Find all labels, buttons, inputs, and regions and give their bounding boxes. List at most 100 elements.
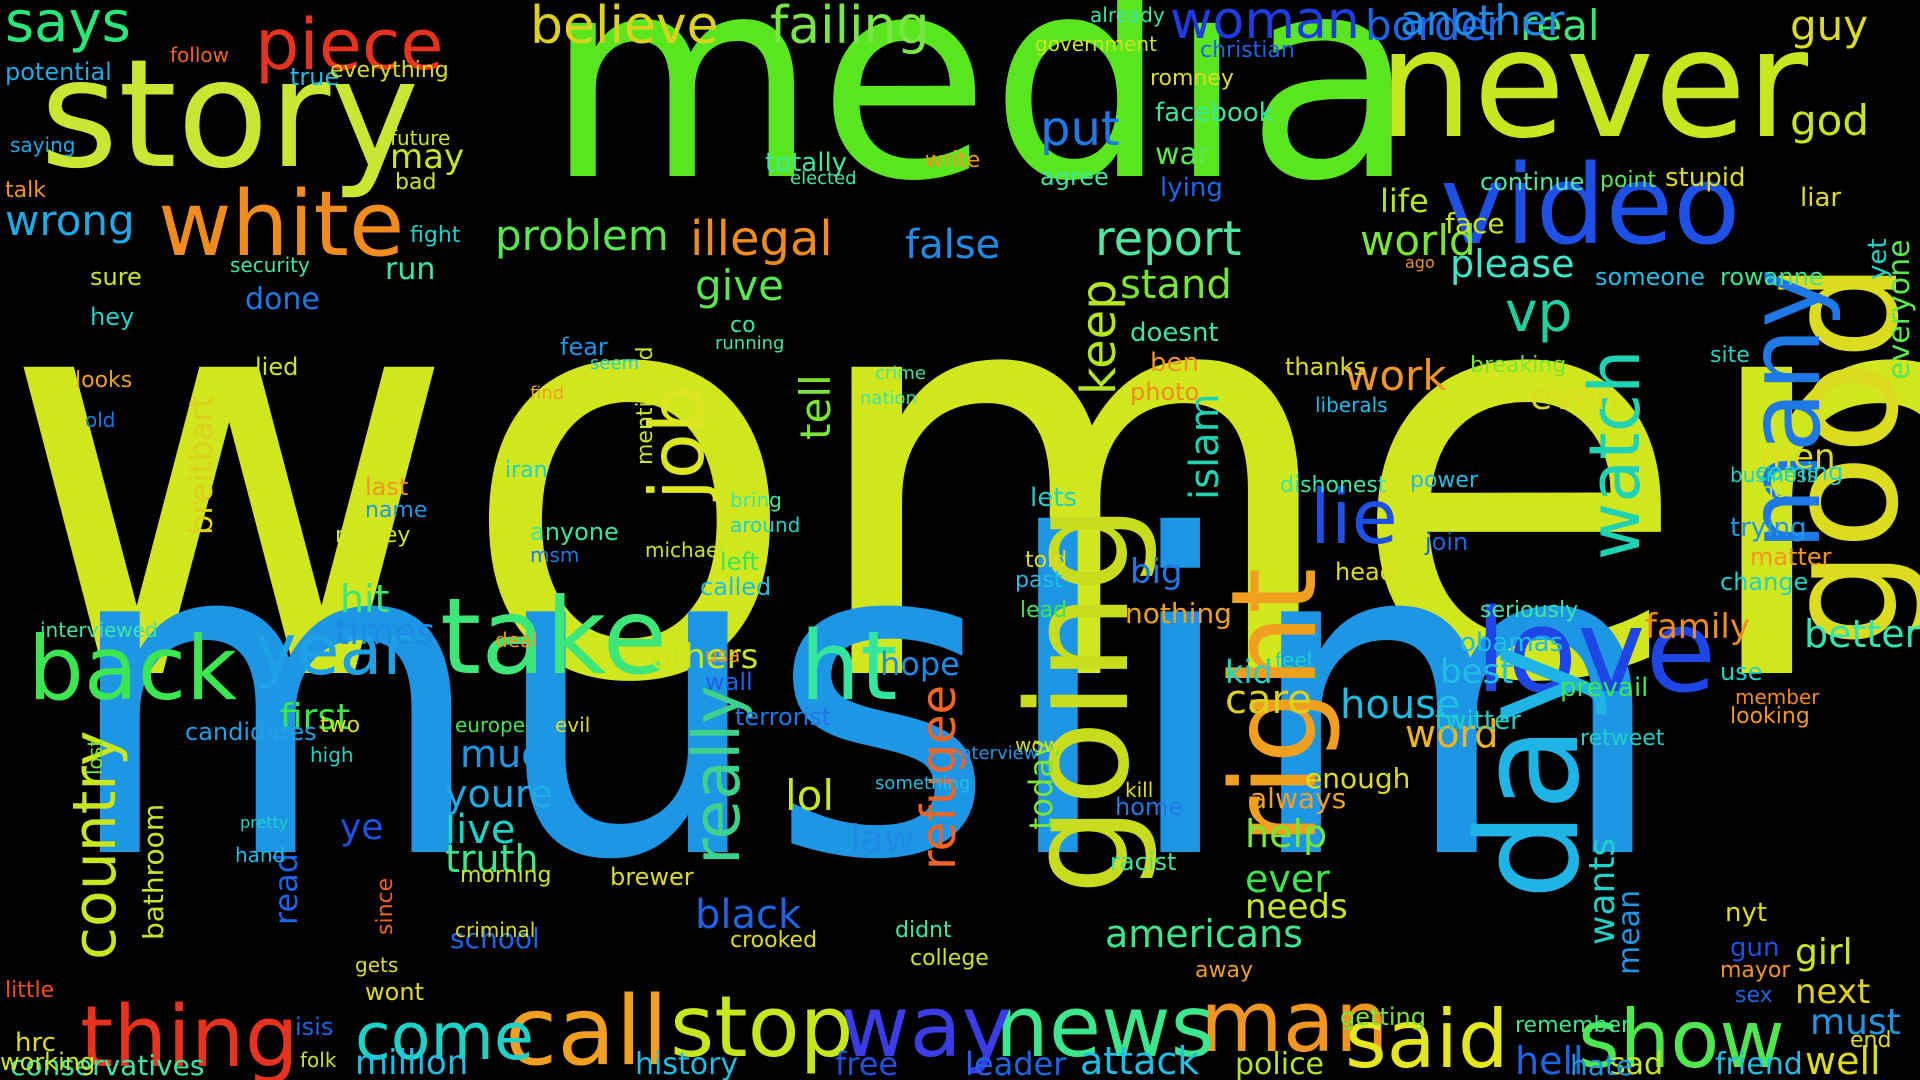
word-white: white xyxy=(158,172,405,277)
word-prevail: prevail xyxy=(1560,673,1649,703)
word-fear: fear xyxy=(560,333,608,361)
word-attack: attack xyxy=(1080,1039,1200,1080)
word-site: site xyxy=(1710,343,1750,368)
word-dishonest: dishonest xyxy=(1280,473,1387,498)
word-lead: lead xyxy=(1020,598,1068,623)
word-join: join xyxy=(1425,528,1469,556)
word-guy: guy xyxy=(1790,1,1869,50)
word-told: told xyxy=(1025,548,1068,573)
word-morning: morning xyxy=(460,863,552,888)
word-change: change xyxy=(1720,568,1809,596)
word-member: member xyxy=(1735,685,1820,709)
word-god: god xyxy=(1790,96,1870,145)
word-true: true xyxy=(290,63,340,91)
word-much: much xyxy=(460,732,567,776)
word-first: first xyxy=(280,697,351,738)
word-friend: friend xyxy=(1715,1047,1803,1080)
word-talk: talk xyxy=(5,178,46,203)
word-gun: gun xyxy=(1730,933,1780,963)
word-americans: americans xyxy=(1105,912,1303,956)
word-thing: thing xyxy=(80,988,299,1080)
word-point: point xyxy=(1600,168,1657,193)
word-lost: lost xyxy=(83,738,107,775)
word-bring: bring xyxy=(730,488,782,512)
word-use: use xyxy=(1720,658,1763,686)
word-another: another xyxy=(1400,0,1565,45)
word-msm: msm xyxy=(530,543,580,567)
word-says: says xyxy=(5,0,131,55)
word-conservatives: conservatives xyxy=(10,1049,205,1080)
word-running: running xyxy=(715,333,785,354)
word-terrorist: terrorist xyxy=(735,703,832,731)
word-romney: romney xyxy=(1150,66,1234,91)
word-facebook: facebook xyxy=(1155,98,1274,128)
word-future: future xyxy=(390,126,451,150)
word-everything: everything xyxy=(330,58,449,83)
word-never: never xyxy=(1378,0,1809,172)
word-liberals: liberals xyxy=(1315,393,1388,417)
word-video: video xyxy=(1440,141,1741,269)
word-wow: wow xyxy=(1015,733,1060,757)
word-way: way xyxy=(840,978,1012,1077)
word-hit: hit xyxy=(340,577,390,621)
word-looks: looks xyxy=(75,368,133,393)
word-bathroom: bathroom xyxy=(137,803,170,940)
word-security: security xyxy=(230,253,310,277)
word-wrong: wrong xyxy=(5,196,135,245)
word-michael: michael xyxy=(645,538,724,562)
word-name: name xyxy=(365,498,428,523)
word-may: may xyxy=(390,137,465,177)
word-obamas: obamas xyxy=(1460,628,1564,658)
word-feel: feel xyxy=(1275,648,1313,672)
word-leader: leader xyxy=(965,1045,1067,1080)
word-sad: sad xyxy=(1610,1047,1664,1080)
word-potential: potential xyxy=(5,58,112,86)
word-hey: hey xyxy=(90,303,135,331)
word-criminal: criminal xyxy=(455,918,536,942)
word-times: times xyxy=(335,612,436,653)
word-rowanne: rowanne xyxy=(1720,263,1824,291)
word-others: others xyxy=(650,637,759,677)
word-money: money xyxy=(335,523,411,548)
word-many: many xyxy=(1726,268,1843,550)
word-candidates: candidates xyxy=(185,718,317,746)
word-lied: lied xyxy=(255,353,299,381)
word-since: since xyxy=(373,877,398,935)
word-retweet: retweet xyxy=(1580,726,1665,751)
word-ever: ever xyxy=(1245,857,1330,901)
word-take: take xyxy=(440,576,668,698)
word-done: done xyxy=(245,282,320,317)
word-getting: getting xyxy=(1340,1003,1426,1031)
word-hate: hate xyxy=(1570,1049,1634,1080)
word-ben: ben xyxy=(1150,348,1199,378)
word-government: government xyxy=(1035,32,1157,56)
word-agree: agree xyxy=(1040,163,1109,191)
word-stop: stop xyxy=(670,978,854,1077)
word-enough: enough xyxy=(1305,762,1411,795)
word-high: high xyxy=(310,743,354,767)
word-better: better xyxy=(1804,612,1920,656)
word-family: family xyxy=(1645,607,1750,647)
word-failing: failing xyxy=(770,0,930,56)
word-million: million xyxy=(355,1043,469,1080)
word-away: away xyxy=(1195,958,1253,983)
word-youre: youre xyxy=(445,772,553,816)
word-stupid: stupid xyxy=(1665,163,1746,193)
word-love: love xyxy=(1475,585,1717,719)
word-must: must xyxy=(1810,1002,1901,1043)
word-interviewed: interviewed xyxy=(40,618,158,642)
word-problem: problem xyxy=(495,211,669,260)
word-anyone: anyone xyxy=(530,518,619,546)
word-best: best xyxy=(1440,652,1514,692)
word-someone: someone xyxy=(1595,263,1705,291)
word-racist: racist xyxy=(1110,848,1177,876)
word-twitter: twitter xyxy=(1435,706,1521,736)
word-continue: continue xyxy=(1480,168,1585,196)
word-coming: coming xyxy=(1755,458,1844,486)
word-lie: lie xyxy=(1310,473,1398,561)
word-men: men xyxy=(1760,437,1836,477)
word-needs: needs xyxy=(1245,887,1348,927)
word-islam: islam xyxy=(1182,393,1228,500)
word-tell: tell xyxy=(791,374,840,440)
word-police: police xyxy=(1235,1047,1325,1080)
